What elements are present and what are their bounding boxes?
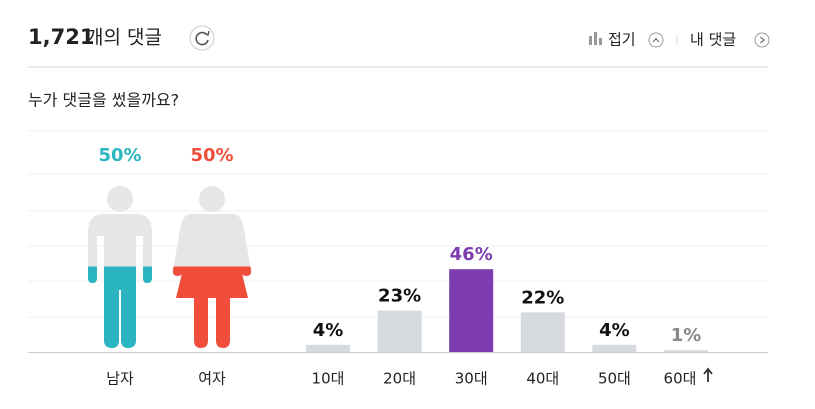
bar — [449, 269, 494, 352]
category-label: 60대 — [664, 370, 697, 388]
bar — [664, 350, 708, 352]
value-label: 46% — [450, 244, 493, 265]
value-label: 22% — [521, 287, 564, 308]
refresh-button[interactable] — [189, 25, 215, 51]
my-comments-button[interactable]: 내 댓글 — [690, 31, 770, 49]
comment-count: 1,721 — [28, 25, 94, 49]
bar — [592, 344, 637, 352]
category-label: 10대 — [312, 370, 345, 388]
category-label: 40대 — [526, 370, 559, 388]
category-label: 20대 — [383, 370, 416, 388]
value-label: 1% — [671, 325, 702, 346]
category-label: 50대 — [598, 370, 631, 388]
question: 누가 댓글을 썼을까요? — [28, 91, 179, 110]
value-label: 4% — [313, 320, 344, 341]
comment-title: 개의 댓글 — [86, 27, 162, 49]
figure-fill — [88, 266, 152, 348]
up-arrow-icon — [703, 367, 713, 382]
value-label: 4% — [599, 320, 630, 341]
bar — [520, 312, 565, 352]
bar — [306, 344, 350, 352]
value-label: 50% — [190, 145, 233, 166]
category-label: 여자 — [198, 370, 226, 388]
category-label: 30대 — [455, 370, 488, 388]
fold-label: 접기 — [608, 31, 636, 49]
fold-button[interactable]: 접기 — [589, 31, 664, 49]
my-comments-label: 내 댓글 — [690, 31, 736, 49]
category-label: 남자 — [106, 370, 134, 388]
figure-fill — [172, 266, 252, 348]
value-label: 23% — [378, 286, 421, 307]
value-label: 50% — [98, 145, 141, 166]
bar — [377, 310, 422, 352]
